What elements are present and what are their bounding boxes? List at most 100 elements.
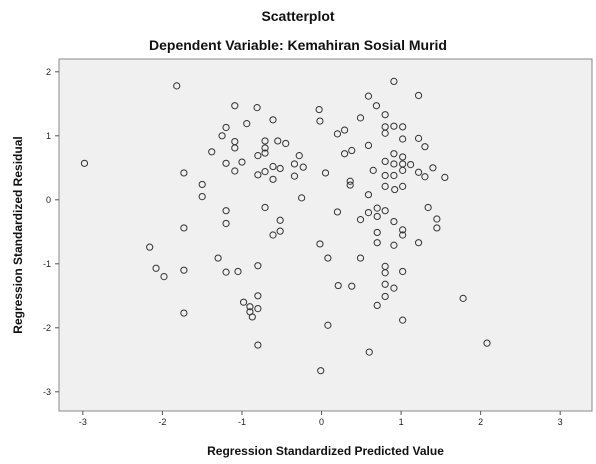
y-tick-label: 0	[46, 195, 51, 205]
data-point	[390, 217, 398, 226]
data-point	[433, 215, 441, 223]
x-tick-label: 2	[478, 417, 483, 427]
data-point	[315, 105, 323, 114]
data-point	[356, 114, 365, 122]
data-point	[424, 203, 432, 212]
data-point	[248, 313, 256, 321]
data-point	[414, 168, 423, 176]
plot-area	[58, 58, 593, 412]
y-tick-label: 1	[46, 131, 51, 141]
data-point	[356, 216, 365, 224]
data-point	[373, 239, 381, 247]
data-point	[364, 141, 373, 149]
y-tick-label: -1	[43, 259, 51, 269]
data-point	[373, 228, 381, 237]
data-point	[269, 175, 277, 183]
data-point	[381, 182, 389, 190]
x-tick-label: 1	[399, 417, 404, 427]
data-point	[399, 231, 407, 239]
data-point	[234, 267, 242, 276]
data-point	[231, 167, 239, 175]
data-point	[299, 163, 307, 171]
data-point	[324, 321, 332, 329]
data-point	[333, 130, 342, 138]
data-point	[324, 254, 332, 262]
data-point	[381, 111, 389, 119]
x-axis-ticks: -3 -2 -1 0 1 2 3	[79, 411, 563, 427]
data-point	[198, 180, 206, 189]
data-point	[483, 339, 491, 347]
data-point	[180, 224, 188, 232]
data-point	[222, 268, 230, 276]
data-point	[222, 219, 230, 228]
data-point	[390, 160, 398, 168]
data-point	[381, 129, 389, 137]
data-point	[390, 241, 398, 249]
data-point	[218, 132, 226, 140]
data-point	[391, 185, 399, 194]
data-point	[365, 348, 373, 356]
data-point	[364, 92, 373, 100]
data-point	[356, 254, 365, 262]
data-point	[316, 117, 324, 125]
data-point	[276, 216, 284, 224]
data-point	[316, 240, 324, 248]
x-tick-label: 3	[558, 417, 563, 427]
data-point	[254, 292, 262, 300]
data-point	[399, 153, 407, 161]
data-point	[180, 309, 188, 317]
data-point	[269, 231, 277, 239]
data-point	[459, 294, 467, 302]
scatter-points	[80, 77, 491, 375]
data-point	[346, 177, 354, 185]
data-point	[414, 91, 423, 100]
data-point	[214, 254, 222, 262]
data-point	[298, 194, 306, 202]
data-point	[152, 264, 160, 272]
data-point	[441, 173, 449, 181]
data-point	[429, 164, 437, 172]
x-tick-label: -2	[158, 417, 166, 427]
data-point	[253, 104, 261, 112]
data-point	[180, 266, 188, 274]
data-point	[381, 280, 389, 288]
data-point	[390, 284, 398, 292]
data-point	[246, 303, 254, 311]
data-point	[269, 162, 277, 171]
data-point	[317, 367, 325, 375]
data-point	[261, 149, 269, 157]
y-axis-ticks: -3 -2 -1 0 1 2	[43, 67, 59, 397]
data-point	[238, 158, 246, 166]
data-point	[222, 123, 230, 132]
data-point	[321, 169, 330, 177]
data-point	[254, 305, 262, 313]
data-point	[390, 122, 398, 130]
data-point	[254, 341, 262, 349]
data-point	[399, 267, 407, 276]
data-point	[80, 159, 89, 167]
data-point	[340, 126, 349, 134]
data-point	[364, 209, 373, 217]
data-point	[334, 281, 342, 290]
x-tick-label: -3	[79, 417, 87, 427]
data-point	[369, 166, 377, 174]
data-point	[276, 164, 284, 173]
data-point	[146, 243, 154, 251]
data-point	[198, 193, 206, 201]
data-point	[381, 157, 389, 165]
data-point	[333, 208, 342, 216]
x-tick-label: -1	[238, 417, 246, 427]
data-point	[261, 168, 269, 176]
data-point	[373, 204, 381, 212]
data-point	[399, 226, 407, 234]
data-point	[399, 135, 407, 143]
data-point	[348, 146, 356, 155]
data-point	[208, 148, 216, 156]
data-point	[261, 144, 269, 152]
data-point	[231, 144, 239, 152]
data-point	[399, 182, 407, 190]
data-point	[399, 123, 407, 131]
data-point	[261, 203, 269, 212]
data-point	[173, 82, 181, 90]
